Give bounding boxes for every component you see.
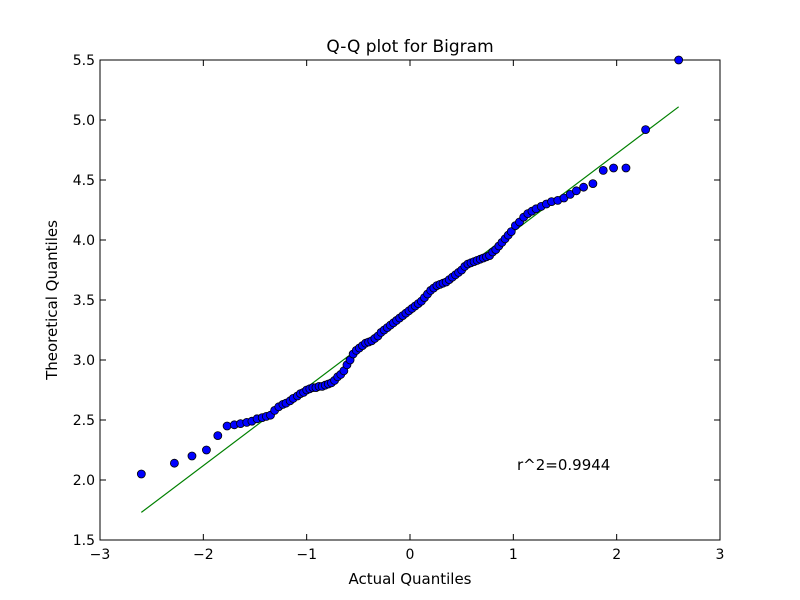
data-point — [169, 458, 179, 468]
x-tick-label: −1 — [296, 547, 317, 563]
plot-area: −3 −2 −1 0 1 2 3 1.5 2.0 2.5 3.0 3.5 4.0 4.5 5.0 5.5 — [73, 53, 725, 563]
x-axis-label: Actual Quantiles — [348, 570, 471, 588]
data-point — [621, 163, 631, 173]
data-point — [136, 469, 146, 479]
x-tick-label: 3 — [716, 547, 725, 563]
y-tick-label: 3.0 — [73, 353, 95, 369]
data-point — [187, 451, 197, 461]
data-point — [598, 165, 608, 175]
chart-title: Q-Q plot for Bigram — [326, 37, 493, 57]
x-tick-label: 0 — [406, 547, 415, 563]
data-point — [609, 163, 618, 173]
x-tick-label: −2 — [193, 547, 214, 563]
plot-frame — [99, 59, 721, 541]
y-tick-label: 4.0 — [73, 233, 95, 249]
data-point — [222, 421, 232, 431]
y-tick-label: 5.5 — [73, 53, 95, 69]
data-point — [674, 55, 684, 65]
points-layer — [136, 55, 684, 479]
tick-layer: −3 −2 −1 0 1 2 3 1.5 2.0 2.5 3.0 3.5 4.0 4.5 5.0 5.5 — [73, 53, 725, 563]
y-tick-label: 4.5 — [73, 173, 95, 189]
x-tick-label: 2 — [612, 547, 621, 563]
data-point — [202, 445, 211, 455]
y-tick-label: 3.5 — [73, 293, 95, 309]
data-point — [506, 227, 516, 237]
y-axis-label: Theoretical Quantiles — [43, 220, 61, 381]
y-tick-label: 5.0 — [73, 113, 95, 129]
y-tick-label: 2.5 — [73, 413, 95, 429]
r-squared-annotation: r^2=0.9944 — [517, 456, 610, 474]
data-point — [571, 186, 581, 196]
x-tick-label: −3 — [90, 547, 111, 563]
y-tick-label: 1.5 — [73, 533, 95, 549]
data-point — [213, 431, 223, 441]
data-point — [588, 179, 598, 189]
x-tick-label: 1 — [509, 547, 518, 563]
y-tick-label: 2.0 — [73, 473, 95, 489]
data-point — [641, 125, 650, 135]
data-point — [579, 182, 588, 192]
